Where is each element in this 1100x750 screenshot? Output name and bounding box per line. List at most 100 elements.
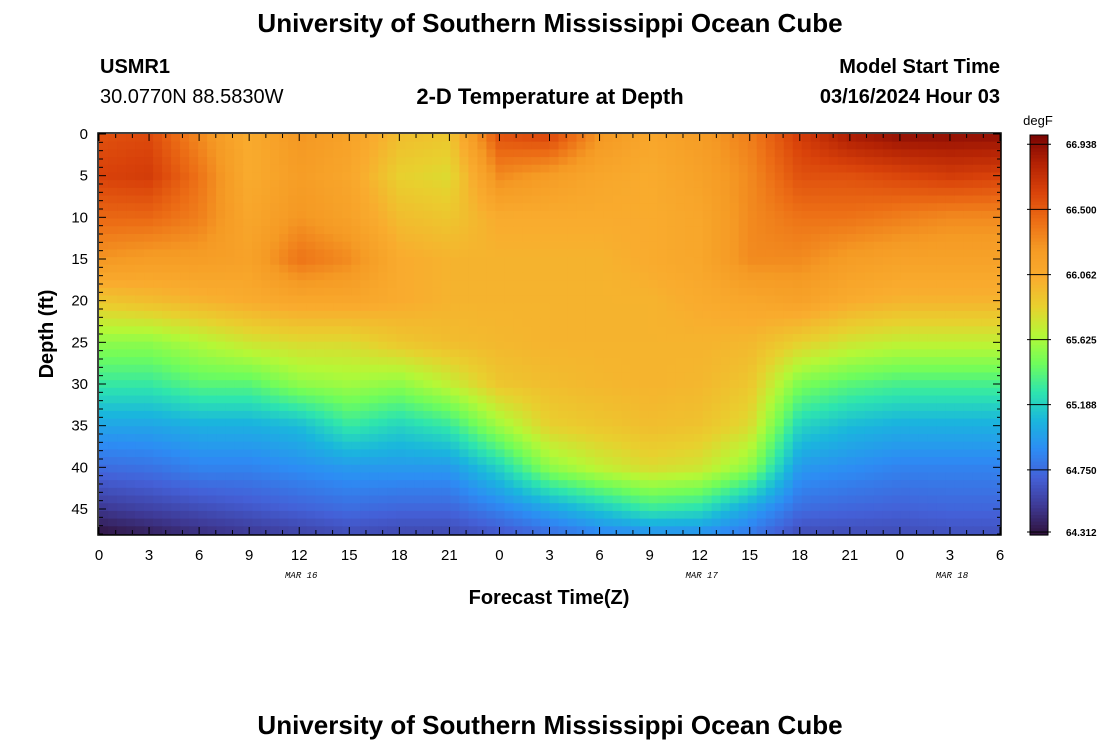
- heatmap-cell: [99, 472, 109, 481]
- heatmap-cell: [747, 326, 758, 335]
- heatmap-cell: [567, 180, 578, 189]
- heatmap-cell: [225, 310, 235, 320]
- heatmap-cell: [99, 364, 109, 374]
- heatmap-cell: [99, 149, 109, 158]
- heatmap-cell: [495, 249, 506, 258]
- heatmap-cell: [306, 380, 316, 389]
- heatmap-cell: [378, 487, 388, 497]
- heatmap-cell: [648, 357, 659, 366]
- heatmap-cell: [135, 464, 145, 474]
- heatmap-cell: [918, 241, 929, 250]
- heatmap-cell: [657, 357, 668, 366]
- heatmap-cell: [513, 157, 524, 166]
- heatmap-cell: [288, 180, 298, 189]
- heatmap-cell: [981, 303, 992, 312]
- heatmap-cell: [684, 372, 695, 381]
- heatmap-cell: [387, 257, 397, 266]
- heatmap-cell: [333, 226, 343, 235]
- heatmap-cell: [504, 257, 515, 266]
- heatmap-cell: [702, 234, 713, 243]
- heatmap-cell: [315, 495, 325, 504]
- heatmap-cell: [603, 334, 614, 343]
- heatmap-cell: [675, 334, 686, 343]
- heatmap-cell: [396, 203, 406, 212]
- heatmap-cell: [279, 226, 289, 235]
- heatmap-cell: [990, 449, 1001, 458]
- heatmap-cell: [396, 187, 406, 197]
- heatmap-cell: [963, 264, 974, 274]
- heatmap-cell: [729, 226, 740, 235]
- heatmap-cell: [135, 449, 145, 458]
- heatmap-cell: [261, 480, 271, 489]
- heatmap-cell: [576, 510, 587, 520]
- heatmap-cell: [171, 195, 181, 204]
- heatmap-cell: [486, 180, 497, 189]
- heatmap-cell: [639, 457, 650, 466]
- heatmap-cell: [567, 457, 578, 466]
- heatmap-cell: [684, 457, 695, 466]
- heatmap-cell: [468, 134, 479, 143]
- heatmap-cell: [594, 434, 605, 443]
- heatmap-cell: [828, 334, 839, 343]
- heatmap-cell: [972, 280, 983, 289]
- heatmap-cell: [693, 318, 704, 327]
- heatmap-cell: [486, 434, 497, 443]
- heatmap-cell: [324, 149, 334, 158]
- heatmap-cell: [306, 180, 316, 189]
- heatmap-cell: [378, 364, 388, 374]
- heatmap-cell: [261, 403, 271, 412]
- heatmap-cell: [396, 472, 406, 481]
- heatmap-cell: [207, 210, 217, 220]
- heatmap-cell: [576, 180, 587, 189]
- heatmap-cell: [252, 441, 262, 450]
- heatmap-cell: [423, 234, 433, 243]
- heatmap-cell: [990, 487, 1001, 497]
- heatmap-cell: [315, 310, 325, 320]
- heatmap-cell: [486, 280, 497, 289]
- heatmap-cell: [918, 157, 929, 166]
- heatmap-cell: [153, 464, 163, 474]
- heatmap-cell: [972, 418, 983, 427]
- heatmap-cell: [621, 134, 632, 143]
- heatmap-cell: [621, 472, 632, 481]
- heatmap-cell: [891, 226, 902, 235]
- heatmap-cell: [828, 257, 839, 266]
- heatmap-cell: [846, 395, 857, 404]
- heatmap-cell: [270, 234, 280, 243]
- heatmap-cell: [171, 503, 181, 512]
- heatmap-cell: [207, 257, 217, 266]
- heatmap-cell: [810, 272, 821, 281]
- heatmap-cell: [153, 141, 163, 150]
- heatmap-cell: [99, 141, 109, 150]
- heatmap-cell: [126, 180, 136, 189]
- heatmap-cell: [792, 480, 803, 489]
- heatmap-cell: [162, 287, 172, 297]
- heatmap-cell: [783, 357, 794, 366]
- heatmap-cell: [117, 280, 127, 289]
- heatmap-cell: [603, 180, 614, 189]
- heatmap-cell: [729, 372, 740, 381]
- heatmap-cell: [162, 187, 172, 197]
- heatmap-cell: [342, 441, 352, 450]
- heatmap-cell: [387, 303, 397, 312]
- heatmap-cell: [333, 272, 343, 281]
- heatmap-cell: [99, 326, 109, 335]
- heatmap-cell: [891, 187, 902, 197]
- heatmap-cell: [513, 310, 524, 320]
- heatmap-cell: [171, 257, 181, 266]
- heatmap-cell: [693, 357, 704, 366]
- heatmap-cell: [855, 295, 866, 304]
- heatmap-cell: [315, 464, 325, 474]
- heatmap-cell: [972, 495, 983, 504]
- heatmap-cell: [801, 203, 812, 212]
- heatmap-cell: [702, 210, 713, 220]
- heatmap-cell: [135, 334, 145, 343]
- heatmap-cell: [243, 241, 253, 250]
- heatmap-cell: [990, 480, 1001, 489]
- heatmap-cell: [153, 295, 163, 304]
- heatmap-cell: [243, 372, 253, 381]
- heatmap-cell: [369, 172, 379, 181]
- heatmap-cell: [216, 480, 226, 489]
- heatmap-cell: [414, 472, 424, 481]
- heatmap-cell: [135, 441, 145, 450]
